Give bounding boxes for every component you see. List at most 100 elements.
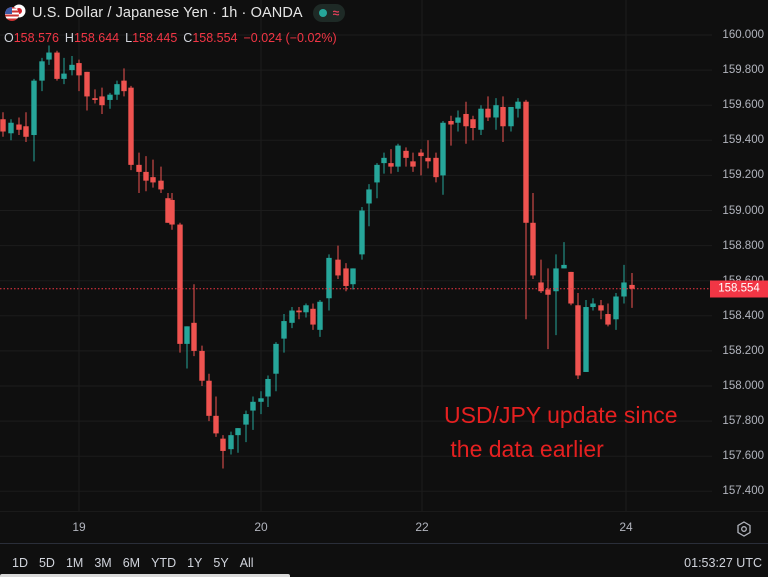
range-button-1y[interactable]: 1Y xyxy=(187,556,203,570)
price-tick-label: 159.200 xyxy=(722,169,764,182)
price-tick-label: 158.200 xyxy=(722,344,764,357)
candle xyxy=(61,57,67,85)
candle xyxy=(508,106,514,132)
candle xyxy=(583,300,589,372)
candle xyxy=(403,147,409,167)
candle xyxy=(31,78,37,162)
bottom-toolbar: 1D 5D 1M 3M 6M YTD 1Y 5Y All 01:53:27 UTC xyxy=(0,543,768,577)
candle xyxy=(220,435,226,469)
candle xyxy=(605,303,611,327)
candle xyxy=(114,80,120,100)
close-label: C xyxy=(183,31,193,45)
date-range-selector: 1D 5D 1M 3M 6M YTD 1Y 5Y All xyxy=(12,556,254,570)
candle xyxy=(54,50,60,81)
candle xyxy=(273,342,279,392)
settings-gear-icon[interactable] xyxy=(736,521,752,537)
candle xyxy=(213,396,219,437)
candle xyxy=(99,87,105,114)
price-tick-label: 157.800 xyxy=(722,415,764,428)
candle xyxy=(621,264,627,304)
candle xyxy=(8,119,14,141)
range-button-ytd[interactable]: YTD xyxy=(151,556,177,570)
price-tick-label: 157.400 xyxy=(722,485,764,498)
candle xyxy=(317,300,323,337)
candle xyxy=(243,410,249,443)
candle xyxy=(169,192,175,230)
candle xyxy=(39,57,45,92)
candle xyxy=(0,112,6,137)
price-tick-label: 158.800 xyxy=(722,239,764,252)
time-tick-label: 22 xyxy=(415,520,429,534)
candle xyxy=(184,326,190,369)
candle xyxy=(410,152,416,172)
wave-icon: ≈ xyxy=(332,6,340,20)
price-tick-label: 159.600 xyxy=(722,99,764,112)
candle xyxy=(388,149,394,174)
candle xyxy=(250,396,256,430)
candle xyxy=(281,314,287,353)
range-button-5d[interactable]: 5D xyxy=(38,556,55,570)
candle xyxy=(84,71,90,111)
candle xyxy=(485,96,491,121)
candle xyxy=(128,85,134,171)
candle xyxy=(350,268,356,290)
range-button-1m[interactable]: 1M xyxy=(65,556,84,570)
candle xyxy=(470,115,476,141)
price-tick-label: 159.000 xyxy=(722,204,764,217)
candle xyxy=(303,303,309,318)
candle xyxy=(326,254,332,311)
candle xyxy=(478,105,484,136)
range-button-1d[interactable]: 1D xyxy=(12,556,28,570)
candle xyxy=(374,163,380,199)
candle xyxy=(515,98,521,118)
annotation-line-1: USD/JPY update since xyxy=(444,402,678,428)
candle xyxy=(366,184,372,227)
price-tick-label: 159.400 xyxy=(722,134,764,147)
candle xyxy=(463,101,469,144)
candle xyxy=(16,117,22,136)
candle xyxy=(23,112,29,143)
candle xyxy=(150,159,156,188)
candle xyxy=(395,143,401,172)
range-button-5y[interactable]: 5Y xyxy=(213,556,229,570)
utc-clock[interactable]: 01:53:27 UTC xyxy=(684,556,762,570)
usd-jpy-flag-icon xyxy=(5,4,26,21)
price-tick-label: 157.600 xyxy=(722,450,764,463)
candle xyxy=(46,45,52,65)
candle xyxy=(69,56,75,76)
open-label: O xyxy=(4,31,14,45)
candle xyxy=(448,115,454,146)
candle xyxy=(538,259,544,293)
candle xyxy=(235,428,241,453)
candle xyxy=(228,431,234,455)
open-value: 158.576 xyxy=(13,31,59,45)
candle xyxy=(165,192,171,223)
candle xyxy=(493,98,499,130)
candle xyxy=(121,68,127,97)
market-status-pill[interactable]: ≈ xyxy=(312,4,346,22)
symbol-title[interactable]: U.S. Dollar / Japanese Yen · 1h · OANDA xyxy=(32,5,303,21)
candle xyxy=(359,206,365,260)
horizontal-scrollbar[interactable] xyxy=(0,574,290,577)
range-button-6m[interactable]: 6M xyxy=(122,556,141,570)
candle xyxy=(553,254,559,336)
range-button-all[interactable]: All xyxy=(239,556,254,570)
candle xyxy=(455,110,461,132)
candle xyxy=(158,166,164,193)
candle xyxy=(530,192,536,279)
candle xyxy=(296,307,302,320)
high-label: H xyxy=(64,31,74,45)
candle xyxy=(440,120,446,195)
candle xyxy=(425,140,431,169)
candle xyxy=(143,156,149,192)
price-tick-label: 158.400 xyxy=(722,309,764,322)
candle xyxy=(381,152,387,174)
candle xyxy=(289,307,295,329)
range-button-3m[interactable]: 3M xyxy=(94,556,112,570)
candle xyxy=(265,375,271,408)
annotation-text: USD/JPY update since the data earlier xyxy=(444,398,678,466)
candle xyxy=(590,298,596,311)
close-value: 158.554 xyxy=(192,31,238,45)
time-tick-label: 20 xyxy=(254,520,268,534)
